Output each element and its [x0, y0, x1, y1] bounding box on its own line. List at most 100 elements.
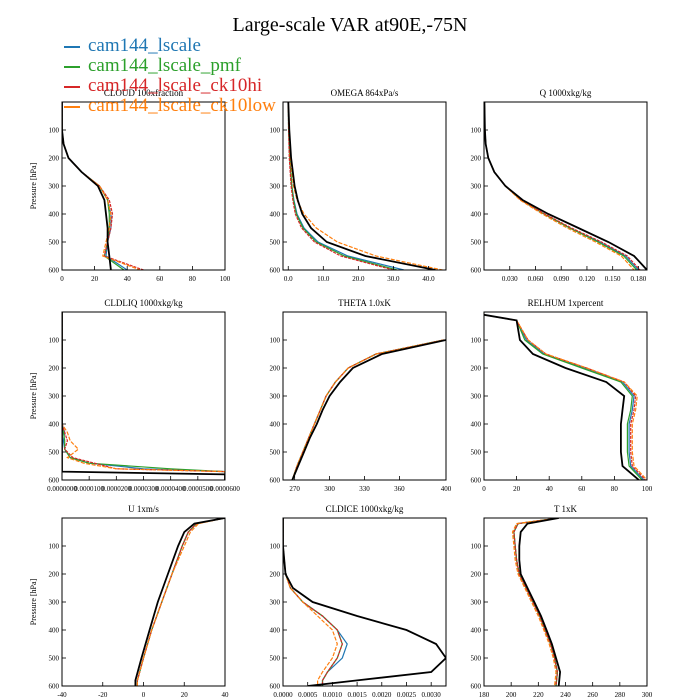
series-line-cam144_lscale [136, 518, 225, 686]
panel-frame [61, 517, 226, 687]
y-tick-label: 500 [270, 449, 281, 457]
x-tick-label: 0.090 [553, 275, 569, 283]
series-line-control [283, 518, 446, 686]
x-tick-label: 0.0000100 [74, 485, 104, 493]
x-tick-label: 0 [60, 275, 64, 283]
series-line-cam144_lscale [484, 314, 645, 480]
y-tick-label: 400 [471, 211, 482, 219]
series-line-cam144_lscale_ck10low [484, 102, 635, 270]
panel-frame [61, 101, 226, 271]
x-tick-label: 0.0000400 [156, 485, 186, 493]
series-line-control [287, 102, 436, 270]
series-line-control [134, 518, 225, 686]
y-tick-label: 300 [471, 183, 482, 191]
y-tick-label: 400 [270, 421, 281, 429]
y-tick-label: 500 [471, 655, 482, 663]
y-tick-label: 300 [471, 599, 482, 607]
series-line-cam144_lscale_ck10low [62, 312, 225, 480]
y-tick-label: 300 [270, 393, 281, 401]
chart-panel: 180 200 220 240 260 280 300 100 200 300 400 500 600 T… [471, 504, 653, 699]
x-tick-label: 330 [359, 485, 370, 493]
x-tick-label: 40 [222, 691, 230, 699]
y-tick-label: 200 [49, 571, 60, 579]
panel-title: U 1xm/s [128, 504, 159, 514]
legend-swatch [64, 105, 80, 108]
x-tick-label: 300 [642, 691, 653, 699]
x-tick-label: 0.060 [528, 275, 544, 283]
x-tick-label: 240 [560, 691, 571, 699]
series-line-cam144_lscale_ck10hi [484, 102, 641, 270]
x-tick-label: 0.0000600 [210, 485, 240, 493]
series-line-cam144_lscale_ck10low [62, 102, 141, 270]
x-tick-label: 30.0 [387, 275, 400, 283]
x-tick-label: 100 [220, 275, 231, 283]
series-line-cam144_lscale_ck10low [287, 102, 443, 270]
panel-title: Q 1000xkg/kg [540, 88, 592, 98]
series-line-cam144_lscale_ck10hi [513, 518, 559, 686]
x-tick-label: 0.0000300 [129, 485, 159, 493]
y-tick-label: 200 [49, 365, 60, 373]
y-tick-label: 600 [270, 267, 281, 275]
y-tick-label: 300 [49, 393, 60, 401]
panel-frame [483, 101, 648, 271]
series-line-cam144_lscale_ck10hi [136, 518, 225, 686]
x-tick-label: 200 [506, 691, 517, 699]
x-tick-label: 0.030 [502, 275, 518, 283]
panel-frame [483, 311, 648, 481]
legend-item: cam144_lscale_pmf [64, 56, 276, 76]
series-line-cam144_lscale_ck10low [484, 314, 647, 480]
series-line-cam144_lscale_ck10low [291, 339, 444, 480]
x-tick-label: 0.0000500 [183, 485, 213, 493]
chart-panel: 0 20 40 60 80 100 100 200 300 400 500 600 Pressure [… [29, 88, 231, 283]
series-line-cam144_lscale [513, 518, 559, 686]
x-tick-label: 0 [482, 485, 486, 493]
y-tick-label: 100 [471, 543, 482, 551]
y-tick-label: 300 [270, 183, 281, 191]
panel-title: CLDLIQ 1000xkg/kg [104, 298, 183, 308]
chart-panel: 0.030 0.060 0.090 0.120 0.150 0.180 100 200 300 4… [471, 88, 648, 283]
y-tick-label: 400 [49, 627, 60, 635]
x-tick-label: 40.0 [422, 275, 435, 283]
x-tick-label: 80 [611, 485, 619, 493]
x-tick-label: 20 [91, 275, 99, 283]
series-line-cam144_lscale_ck10low [283, 518, 338, 686]
y-tick-label: 500 [49, 239, 60, 247]
chart-panel: 0.0000 0.0005 0.0010 0.0015 0.0020 0.0025 0.00… [270, 504, 447, 699]
y-tick-label: 100 [270, 127, 281, 135]
panel-title: OMEGA 864xPa/s [331, 88, 399, 98]
y-tick-label: 200 [270, 571, 281, 579]
x-tick-label: -40 [57, 691, 67, 699]
y-tick-label: 600 [270, 477, 281, 485]
series-line-cam144_lscale_pmf [136, 518, 225, 686]
y-tick-label: 200 [270, 155, 281, 163]
y-axis-label: Pressure [hPa] [29, 162, 38, 209]
x-tick-label: 0.180 [631, 275, 647, 283]
panel-frame [282, 517, 447, 687]
series-line-cam144_lscale_pmf [62, 312, 225, 480]
x-tick-label: 0.0000 [273, 691, 293, 699]
series-line-cam144_lscale_ck10hi [484, 314, 646, 480]
y-tick-label: 400 [471, 627, 482, 635]
series-line-control [291, 339, 446, 480]
figure-title: Large-scale VAR at90E,-75N [232, 14, 468, 36]
x-tick-label: 0.0 [284, 275, 293, 283]
y-tick-label: 200 [49, 155, 60, 163]
x-tick-label: 40 [546, 485, 554, 493]
chart-panel: 270 300 330 360 400 100 200 300 400 500 600 THETA 1… [270, 298, 452, 493]
y-tick-label: 600 [471, 477, 482, 485]
panel-title: CLDICE 1000xkg/kg [326, 504, 404, 514]
x-tick-label: 60 [578, 485, 586, 493]
x-tick-label: 260 [587, 691, 598, 699]
x-tick-label: 220 [533, 691, 544, 699]
panel-title: RELHUM 1xpercent [528, 298, 604, 308]
legend: cam144_lscale cam144_lscale_pmf cam144_l… [64, 36, 276, 116]
legend-label: cam144_lscale [88, 35, 201, 56]
y-tick-label: 600 [270, 683, 281, 691]
x-tick-label: 0.0000000 [47, 485, 77, 493]
legend-label: cam144_lscale_ck10low [88, 95, 276, 116]
x-tick-label: -20 [98, 691, 108, 699]
series-line-control [62, 312, 225, 480]
y-tick-label: 100 [270, 337, 281, 345]
series-line-cam144_lscale_ck10low [136, 518, 225, 686]
x-tick-label: 0.0015 [347, 691, 367, 699]
